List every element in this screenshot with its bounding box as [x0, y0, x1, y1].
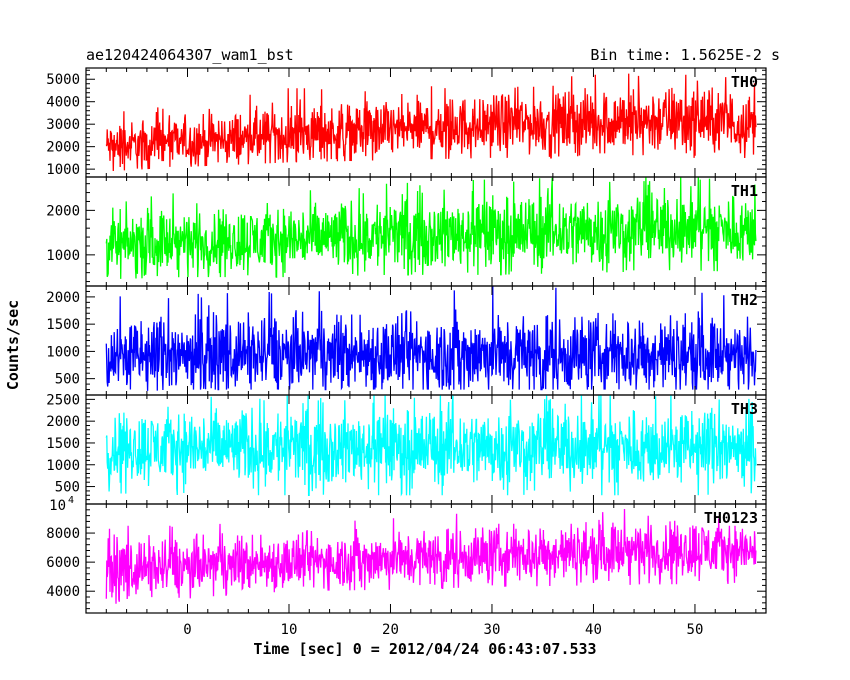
x-tick-label: 20 [382, 622, 399, 638]
y-tick-label: 1000 [46, 344, 80, 360]
y-tick-label: 2500 [46, 392, 80, 408]
y-tick-label: 2000 [46, 290, 80, 306]
series-line-th0 [105, 73, 757, 172]
y-tick-label-top: 10 [49, 498, 66, 514]
y-tick-label: 500 [55, 372, 80, 388]
panel-frame [85, 503, 767, 614]
series-line-th3 [105, 395, 757, 497]
y-tick-label: 4000 [46, 584, 80, 600]
series-line-th0123 [105, 508, 757, 604]
x-tick-label: 10 [281, 622, 298, 638]
series-label-th0123: TH0123 [704, 509, 758, 527]
y-tick-label: 1500 [46, 317, 80, 333]
y-tick-label: 4000 [46, 95, 80, 111]
chart-subtitle: Bin time: 1.5625E-2 s [590, 46, 780, 64]
y-tick-label: 1500 [46, 436, 80, 452]
series-label-th1: TH1 [731, 182, 758, 200]
y-tick-label: 2000 [46, 414, 80, 430]
x-tick-label: 40 [585, 622, 602, 638]
y-tick-label: 5000 [46, 72, 80, 88]
y-tick-label: 2000 [46, 140, 80, 156]
y-tick-label: 8000 [46, 526, 80, 542]
y-tick-label: 500 [55, 480, 80, 496]
y-axis-label: Counts/sec [4, 300, 22, 390]
y-tick-label: 1000 [46, 458, 80, 474]
panel-th0: 1000 2000 3000 4000 5000 TH0 [46, 67, 767, 178]
series-label-th2: TH2 [731, 291, 758, 309]
panel-th2: 500 1000 1500 2000 TH2 [46, 285, 767, 396]
panel-th0123: 4000 6000 8000 10 4 TH0123 [46, 495, 767, 614]
series-line-th2 [105, 286, 757, 391]
series-label-th0: TH0 [731, 73, 758, 91]
x-tick-label: 0 [183, 622, 191, 638]
y-tick-label-top-exponent: 4 [68, 495, 74, 506]
y-tick-label: 1000 [46, 162, 80, 178]
y-tick-label: 2000 [46, 203, 80, 219]
panel-th1: 1000 2000 TH1 [46, 176, 767, 287]
y-tick-label: 3000 [46, 117, 80, 133]
series-label-th3: TH3 [731, 400, 758, 418]
panel-th3: 500 1000 1500 2000 2500 TH3 [46, 392, 767, 505]
chart-title: ae120424064307_wam1_bst [86, 46, 294, 64]
series-line-th1 [105, 177, 757, 279]
x-axis-label: Time [sec] 0 = 2012/04/24 06:43:07.533 [253, 640, 596, 658]
x-tick-label: 50 [687, 622, 704, 638]
x-tick-label: 30 [484, 622, 501, 638]
y-tick-label: 6000 [46, 555, 80, 571]
y-tick-label: 1000 [46, 248, 80, 264]
